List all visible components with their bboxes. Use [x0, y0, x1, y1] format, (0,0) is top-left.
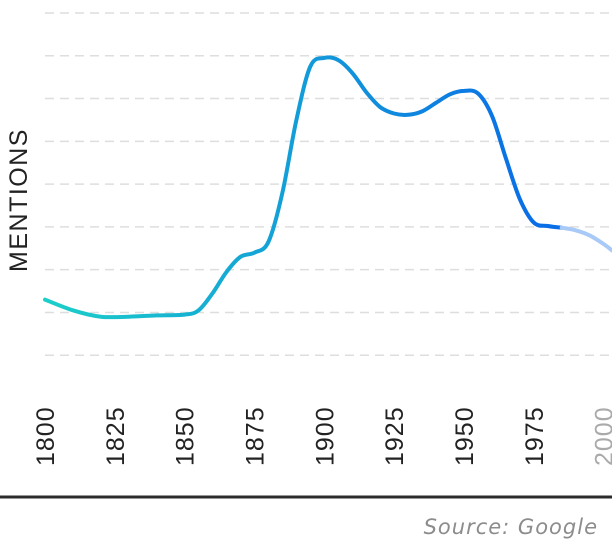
- x-tick-label: 1925: [381, 406, 409, 466]
- series-group: [43, 55, 612, 320]
- x-tick-label: 1825: [102, 406, 130, 466]
- x-tick-label: 2000: [591, 406, 612, 466]
- x-tick-label: 1800: [32, 406, 60, 466]
- x-tick-labels: 1800 1825 1850 1875 1900 1925 1950 1975 2000: [32, 406, 612, 466]
- x-tick-label: 1950: [451, 406, 479, 466]
- x-tick-label: 1975: [521, 406, 549, 466]
- x-tick-label: 1900: [311, 406, 339, 466]
- source-caption: Source: Google: [423, 515, 598, 539]
- y-axis-label: MENTIONS: [5, 128, 33, 272]
- x-tick-label: 1875: [241, 406, 269, 466]
- series-line: [43, 55, 564, 320]
- series-line-projection: [559, 225, 612, 253]
- grid-lines: [45, 12, 612, 356]
- x-tick-label: 1850: [172, 406, 200, 466]
